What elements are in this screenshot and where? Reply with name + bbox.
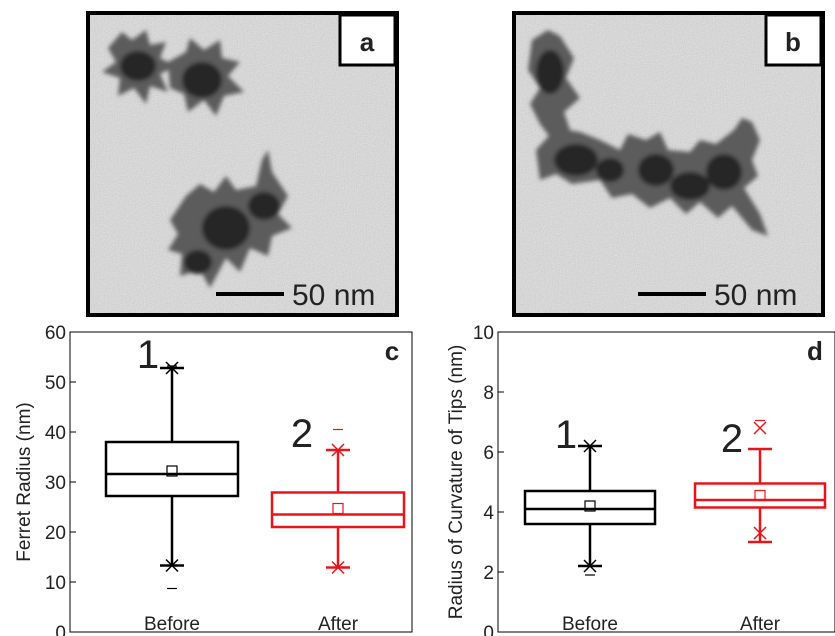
outlier-x (165, 558, 179, 573)
label-box-a (338, 13, 397, 67)
x-tick-label: After (318, 614, 359, 635)
y-tick-label: 2 (483, 563, 494, 584)
outlier-x (583, 439, 597, 453)
nanostar-cluster-a (102, 30, 292, 288)
scale-bar-text-b: 50 nm (714, 279, 797, 312)
frame-a (86, 11, 399, 317)
box-mean (754, 489, 766, 502)
outlier-x (583, 559, 597, 573)
y-tick-label: 4 (483, 503, 494, 524)
box-annotation: 1 (137, 333, 159, 377)
outlier-x (753, 421, 767, 435)
box-iqr (523, 489, 657, 526)
x-tick-label: Before (144, 614, 200, 635)
outlier-x (753, 526, 767, 540)
y-tick-label: 30 (45, 473, 66, 494)
label-box-b (764, 13, 823, 67)
panel-label-a: a (360, 27, 375, 57)
box-plot-d: 0 2 4 6 8 10 Radius of Curvature of Tips (nm) d… (446, 323, 835, 636)
box-annotation: 1 (555, 413, 577, 457)
panel-label-b: b (785, 27, 801, 57)
tem-image-b: 50 nm (514, 13, 823, 315)
y-tick-label: 40 (45, 423, 66, 444)
nanostar-chain-b (528, 30, 768, 236)
x-tick-label: After (740, 614, 781, 635)
box-before: 1 (104, 333, 240, 590)
plot-area (497, 331, 835, 633)
x-tick-label: Before (562, 614, 618, 635)
box-mean (584, 500, 596, 512)
box-before: 1 (523, 413, 657, 576)
outlier-x (165, 361, 179, 375)
scale-bar-text-a: 50 nm (292, 279, 375, 312)
y-tick-label: 10 (473, 323, 494, 344)
y-tick-label: 8 (483, 383, 494, 404)
y-axis-label: Ferret Radius (nm) (14, 402, 35, 561)
box-mean (332, 502, 344, 515)
outlier-x (331, 560, 345, 575)
box-plot-c: 0 10 20 30 40 50 60 Ferret Radius (nm) c Before Af… (14, 323, 413, 636)
y-tick-label: 6 (483, 443, 494, 464)
y-tick-label: 60 (45, 323, 66, 344)
panel-label-d: d (807, 336, 823, 366)
box-after: 2 (270, 412, 406, 575)
box-after: 2 (693, 417, 827, 544)
plot-area (69, 331, 413, 633)
frame-b (512, 11, 825, 317)
y-tick-label: 0 (55, 623, 66, 636)
y-axis-label: Radius of Curvature of Tips (nm) (446, 345, 467, 620)
outlier-x (331, 443, 345, 457)
box-iqr (693, 482, 827, 509)
panel-label-c: c (385, 336, 399, 366)
box-annotation: 2 (721, 417, 743, 461)
y-tick-label: 50 (45, 373, 66, 394)
box-mean (166, 465, 178, 477)
y-tick-label: 10 (45, 573, 66, 594)
box-iqr (104, 440, 240, 498)
y-tick-label: 0 (483, 623, 494, 636)
box-annotation: 2 (291, 412, 313, 456)
box-iqr (270, 491, 406, 529)
y-tick-label: 20 (45, 523, 66, 544)
